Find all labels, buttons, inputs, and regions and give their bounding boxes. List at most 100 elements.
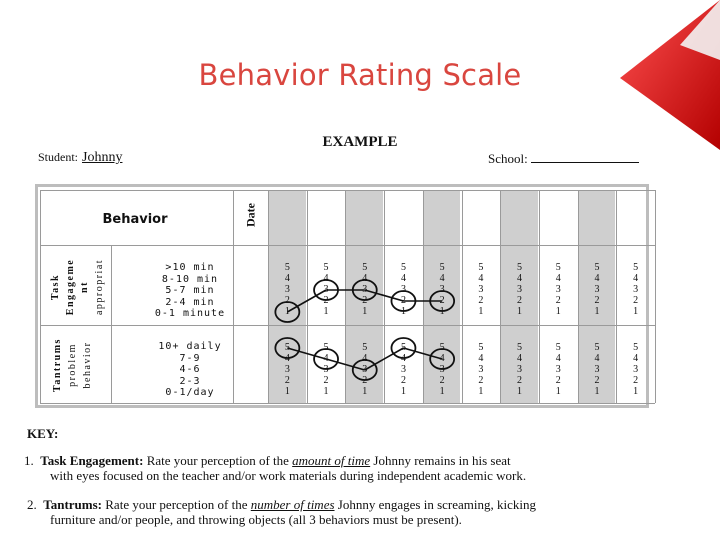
rating-scale-number: 5 — [633, 342, 639, 353]
rating-scale-number: 1 — [633, 386, 639, 397]
rating-scale-number: 3 — [594, 284, 600, 295]
rating-scale-number: 1 — [400, 386, 406, 397]
rating-scale-number: 2 — [594, 375, 600, 386]
rating-circle — [390, 337, 417, 359]
student-label: Student: — [38, 150, 79, 164]
row1-criterion: >10 min — [165, 262, 215, 273]
rating-scale-number: 2 — [284, 375, 290, 386]
key-item-1-emphasis: amount of time — [292, 453, 371, 468]
rating-scale-number: 1 — [517, 386, 523, 397]
rating-scale-number: 2 — [323, 375, 329, 386]
rating-scale-number: 5 — [400, 262, 406, 273]
rating-scale-number: 2 — [478, 295, 484, 306]
rating-scale-number: 3 — [439, 284, 445, 295]
rating-scale-number: 5 — [517, 262, 523, 273]
key-item-1-line2: with eyes focused on the teacher and/or … — [50, 468, 527, 483]
grid-line — [111, 245, 112, 403]
rating-scale-number: 5 — [478, 342, 484, 353]
key-item-2: 2. Tantrums: Rate your perception of the… — [27, 497, 536, 512]
rating-connector-line — [364, 347, 404, 371]
rating-connector-line — [287, 347, 327, 360]
rating-scale-number: 5 — [478, 262, 484, 273]
rating-circle — [390, 290, 417, 312]
rating-circle — [274, 337, 301, 359]
rating-scale-number: 4 — [284, 273, 290, 284]
rating-scale-number: 5 — [323, 342, 329, 353]
rating-scale-number: 3 — [284, 364, 290, 375]
rating-scale-number: 4 — [439, 273, 445, 284]
rating-circle — [313, 279, 339, 301]
school-label: School: — [488, 151, 528, 166]
rating-scale-number: 5 — [633, 262, 639, 273]
rating-connector-line — [403, 347, 443, 360]
slide-title: Behavior Rating Scale — [198, 58, 522, 92]
rating-circle — [313, 348, 339, 370]
rating-scale-number: 4 — [594, 273, 600, 284]
rating-scale-number: 4 — [362, 273, 368, 284]
key-item-2-term: Tantrums: — [43, 497, 103, 512]
grid-line — [655, 190, 656, 403]
rating-scale-number: 1 — [439, 386, 445, 397]
rating-scale-number: 5 — [555, 342, 561, 353]
rating-scale-number: 4 — [400, 273, 406, 284]
key-item-2-text-end: Johnny engages in screaming, kicking — [337, 497, 536, 512]
row2-criterion: 0-1/day — [165, 387, 215, 398]
rating-scale-number: 4 — [478, 353, 484, 364]
row1-criterion: 2-4 min — [165, 296, 215, 308]
rating-scale-number: 1 — [633, 306, 639, 317]
grid-line — [40, 245, 655, 246]
rating-scale-number: 1 — [555, 306, 561, 317]
key-item-1-term: Task Engagement: — [40, 453, 144, 468]
date-column-shade — [578, 190, 616, 403]
date-column-shade — [423, 190, 461, 403]
rating-scale-number: 2 — [478, 375, 484, 386]
rating-scale-number: 3 — [284, 284, 290, 295]
date-column-shade — [501, 190, 538, 403]
rating-scale-number: 3 — [594, 364, 600, 375]
rating-connector-line — [364, 289, 404, 302]
rating-scale-number: 1 — [362, 386, 368, 397]
rating-scale-number: 4 — [555, 353, 561, 364]
rating-scale-number: 4 — [594, 353, 600, 364]
rating-scale-number: 1 — [362, 306, 368, 317]
rating-scale-number: 2 — [400, 375, 406, 386]
rating-scale-number: 1 — [555, 386, 561, 397]
rating-scale-number: 2 — [555, 295, 561, 306]
rating-scale-number: 5 — [439, 262, 445, 273]
key-item-1: 1. Task Engagement: Rate your perception… — [24, 453, 511, 468]
row1-criteria: >10 min 8-10 min 5-7 min 2-4 min 0-1 min… — [120, 262, 260, 320]
behavior-header: Behavior — [102, 211, 168, 227]
school-blank — [530, 150, 639, 163]
grid-line — [40, 245, 41, 403]
grid-line — [40, 403, 655, 404]
row1-criterion: 8-10 min — [161, 273, 219, 285]
rating-scale-number: 1 — [594, 386, 600, 397]
grid-line — [461, 190, 463, 403]
rating-scale-number: 2 — [439, 375, 445, 386]
key-item-2-number: 2. — [27, 497, 37, 512]
rating-scale-number: 5 — [400, 342, 406, 353]
rating-scale-number: 3 — [478, 284, 484, 295]
rating-scale-number: 2 — [633, 375, 639, 386]
row2-criterion: 7-9 — [179, 352, 201, 364]
rating-connector-line — [286, 289, 327, 313]
grid-line — [40, 190, 655, 191]
rating-scale-number: 3 — [517, 284, 523, 295]
key-item-1-number: 1. — [24, 453, 34, 468]
key-item-1-text: Rate your perception of the — [146, 453, 289, 468]
rating-circle — [351, 359, 378, 381]
grid-line — [40, 325, 655, 326]
corner-decoration — [620, 0, 720, 150]
rating-scale-number: 3 — [478, 364, 484, 375]
rating-scale-number: 2 — [594, 295, 600, 306]
rating-scale-number: 5 — [555, 262, 561, 273]
rating-scale-number: 4 — [517, 273, 523, 284]
form-heading: EXAMPLE — [322, 134, 398, 150]
rating-scale-number: 5 — [594, 262, 600, 273]
